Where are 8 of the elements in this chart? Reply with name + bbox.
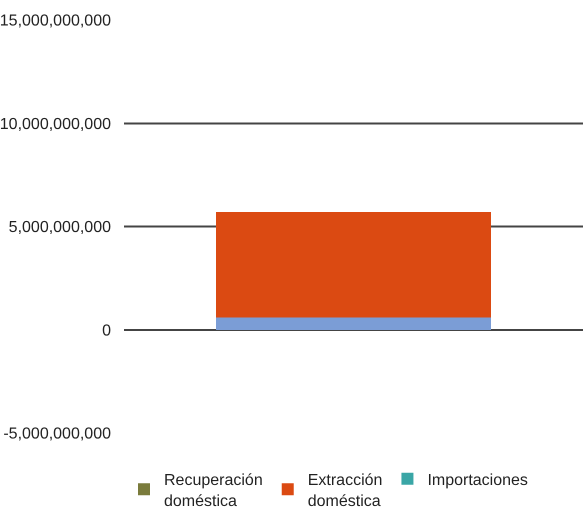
- y-tick-label: 5,000,000,000: [8, 219, 112, 236]
- legend-label: Importaciones: [427, 472, 528, 490]
- legend-label: Extracción doméstica: [308, 472, 382, 510]
- y-tick-label: 10,000,000,000: [0, 116, 112, 133]
- y-tick-label: -5,000,000,000: [3, 426, 112, 443]
- y-tick-label: 0: [102, 322, 112, 340]
- y-tick-label: 15,000,000,000: [0, 12, 112, 30]
- legend-label: Recuperación doméstica: [164, 472, 263, 510]
